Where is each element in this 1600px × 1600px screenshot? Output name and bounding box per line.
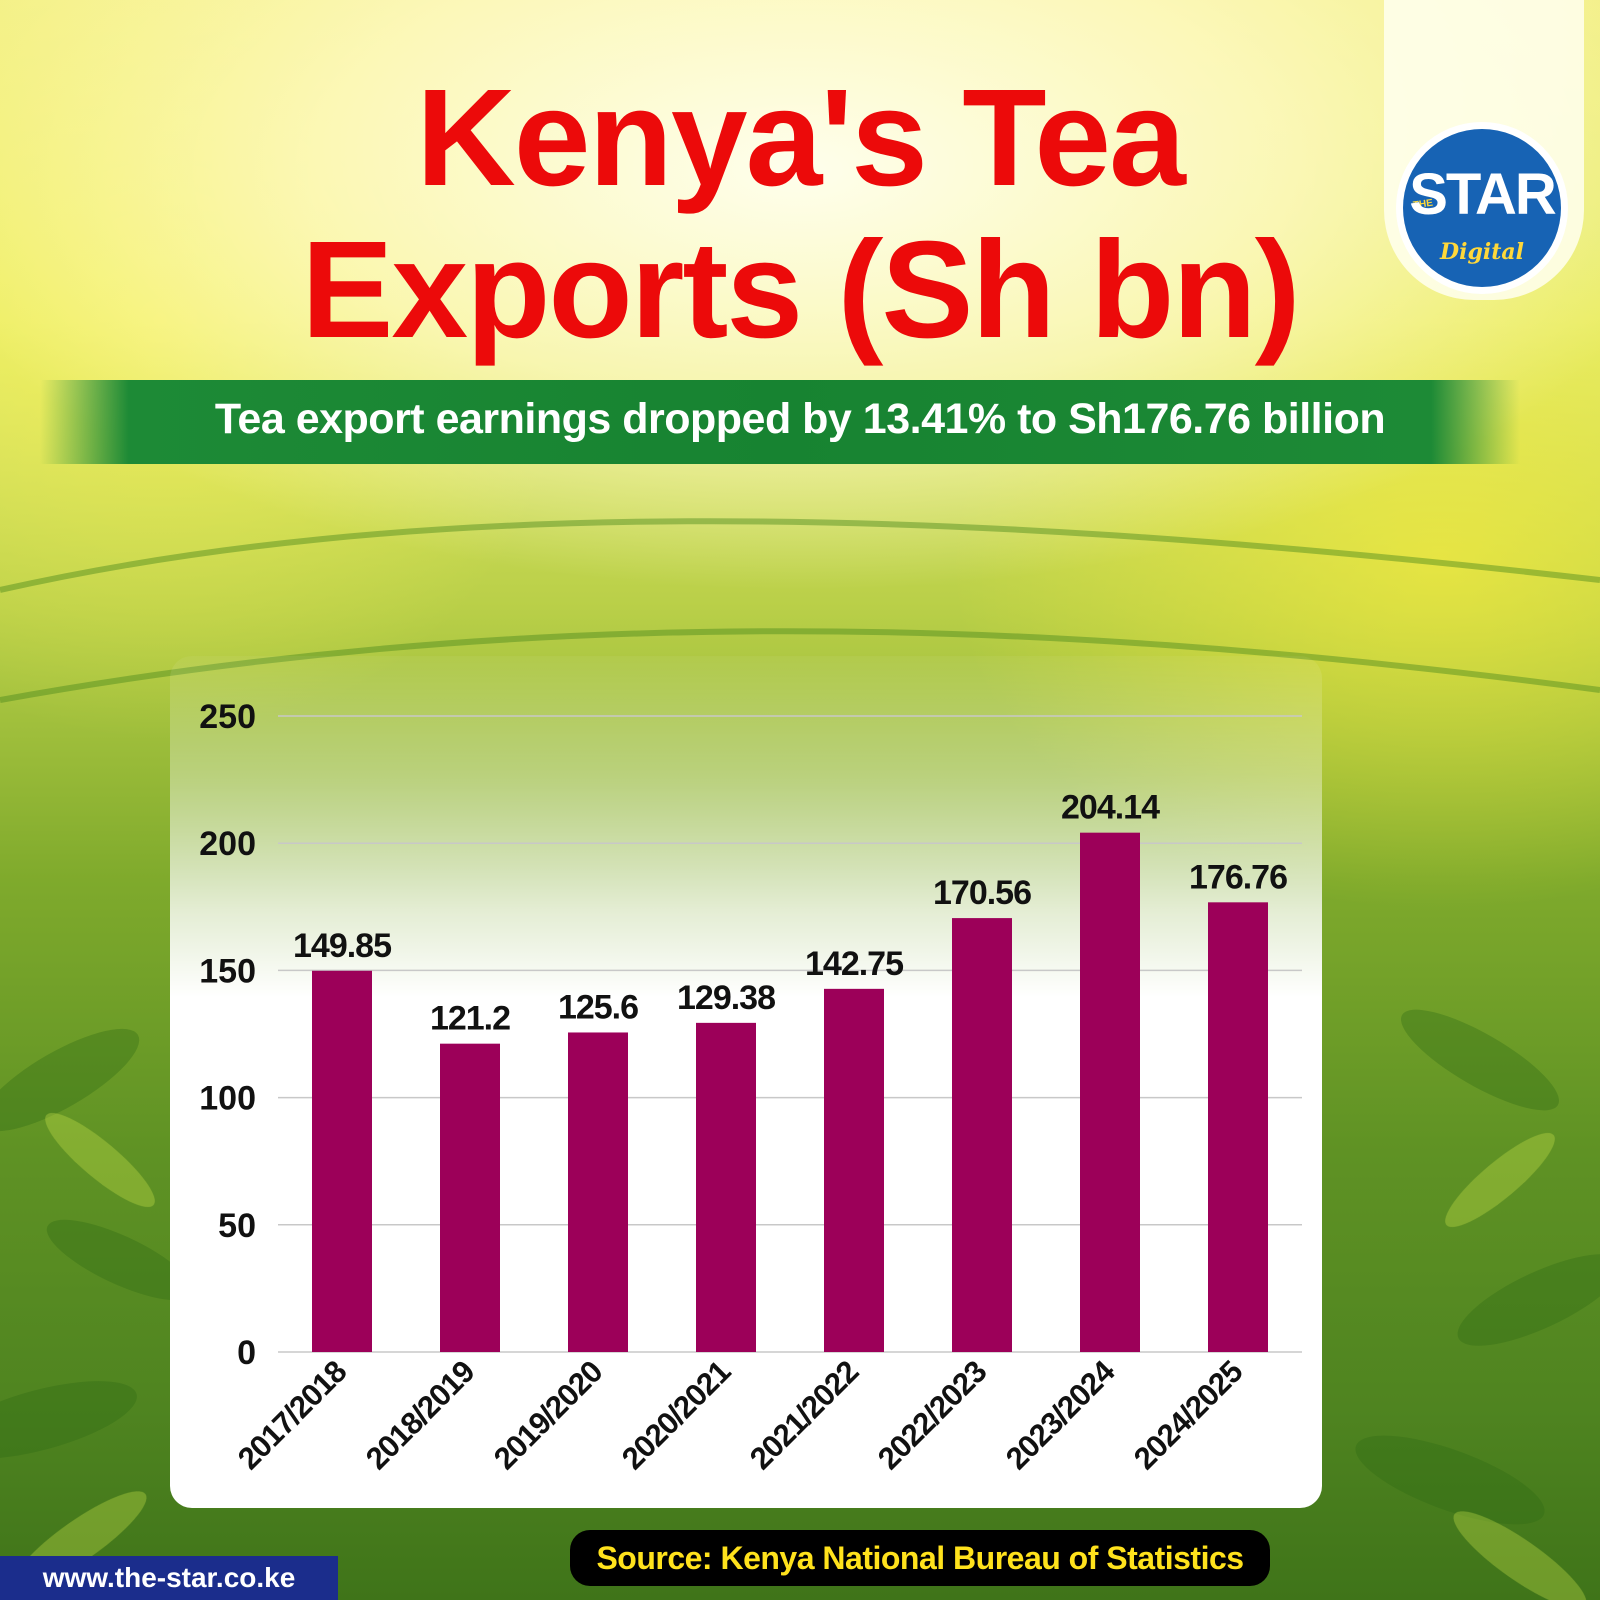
x-tick-label-5: 2022/2023 — [871, 1354, 994, 1477]
website-url[interactable]: www.the-star.co.ke — [42, 1562, 296, 1593]
data-label-3: 129.38 — [677, 979, 775, 1017]
y-tick-label-150: 150 — [199, 952, 256, 990]
bar-2017-2018 — [312, 970, 372, 1352]
y-tick-label-0: 0 — [237, 1334, 256, 1372]
x-tick-label-2: 2019/2020 — [487, 1354, 609, 1476]
data-label-1: 121.2 — [430, 1000, 510, 1038]
bar-2023-2024 — [1080, 832, 1140, 1352]
data-label-0: 149.85 — [293, 927, 391, 965]
bar-2022-2023 — [952, 918, 1012, 1352]
data-label-2: 125.6 — [558, 988, 638, 1026]
source-text: Source: Kenya National Bureau of Statist… — [596, 1539, 1244, 1576]
bar-2018-2019 — [440, 1043, 500, 1352]
bar-2024-2025 — [1208, 902, 1268, 1352]
data-label-4: 142.75 — [805, 945, 903, 983]
y-tick-label-100: 100 — [199, 1080, 256, 1118]
data-label-5: 170.56 — [933, 874, 1031, 912]
x-tick-label-7: 2024/2025 — [1127, 1354, 1250, 1477]
x-tick-label-4: 2021/2022 — [743, 1354, 865, 1476]
source-pill: Source: Kenya National Bureau of Statist… — [570, 1530, 1270, 1586]
logo-disc: THE STAR Digital — [1403, 129, 1561, 287]
bar-chart: 0 50 100 150 200 250 149.85 2017/2018 121.2 2018/… — [199, 698, 1302, 1477]
x-tick-label-1: 2018/2019 — [359, 1354, 482, 1477]
x-tick-label-0: 2017/2018 — [231, 1354, 354, 1477]
chart-card: 0 50 100 150 200 250 149.85 2017/2018 121.2 2018/… — [170, 656, 1322, 1508]
the-star-digital-logo: THE STAR Digital — [1396, 122, 1568, 294]
data-label-6: 204.14 — [1061, 789, 1160, 827]
data-label-7: 176.76 — [1189, 858, 1287, 896]
page-title: Kenya's Tea Exports (Sh bn) — [301, 61, 1300, 367]
logo-star: STAR — [1409, 162, 1557, 227]
page-subtitle: Tea export earnings dropped by 13.41% to… — [214, 395, 1386, 443]
y-tick-label-250: 250 — [199, 698, 256, 736]
logo-digital: Digital — [1440, 239, 1524, 265]
bar-2019-2020 — [568, 1032, 628, 1352]
subtitle-banner — [40, 380, 1520, 464]
bar-2021-2022 — [824, 988, 884, 1352]
website-url-box[interactable]: www.the-star.co.ke — [0, 1556, 338, 1600]
y-tick-label-50: 50 — [218, 1207, 256, 1245]
bar-2020-2021 — [696, 1022, 756, 1352]
x-tick-label-6: 2023/2024 — [999, 1353, 1122, 1476]
x-tick-label-3: 2020/2021 — [615, 1354, 738, 1477]
y-tick-label-200: 200 — [199, 825, 256, 863]
